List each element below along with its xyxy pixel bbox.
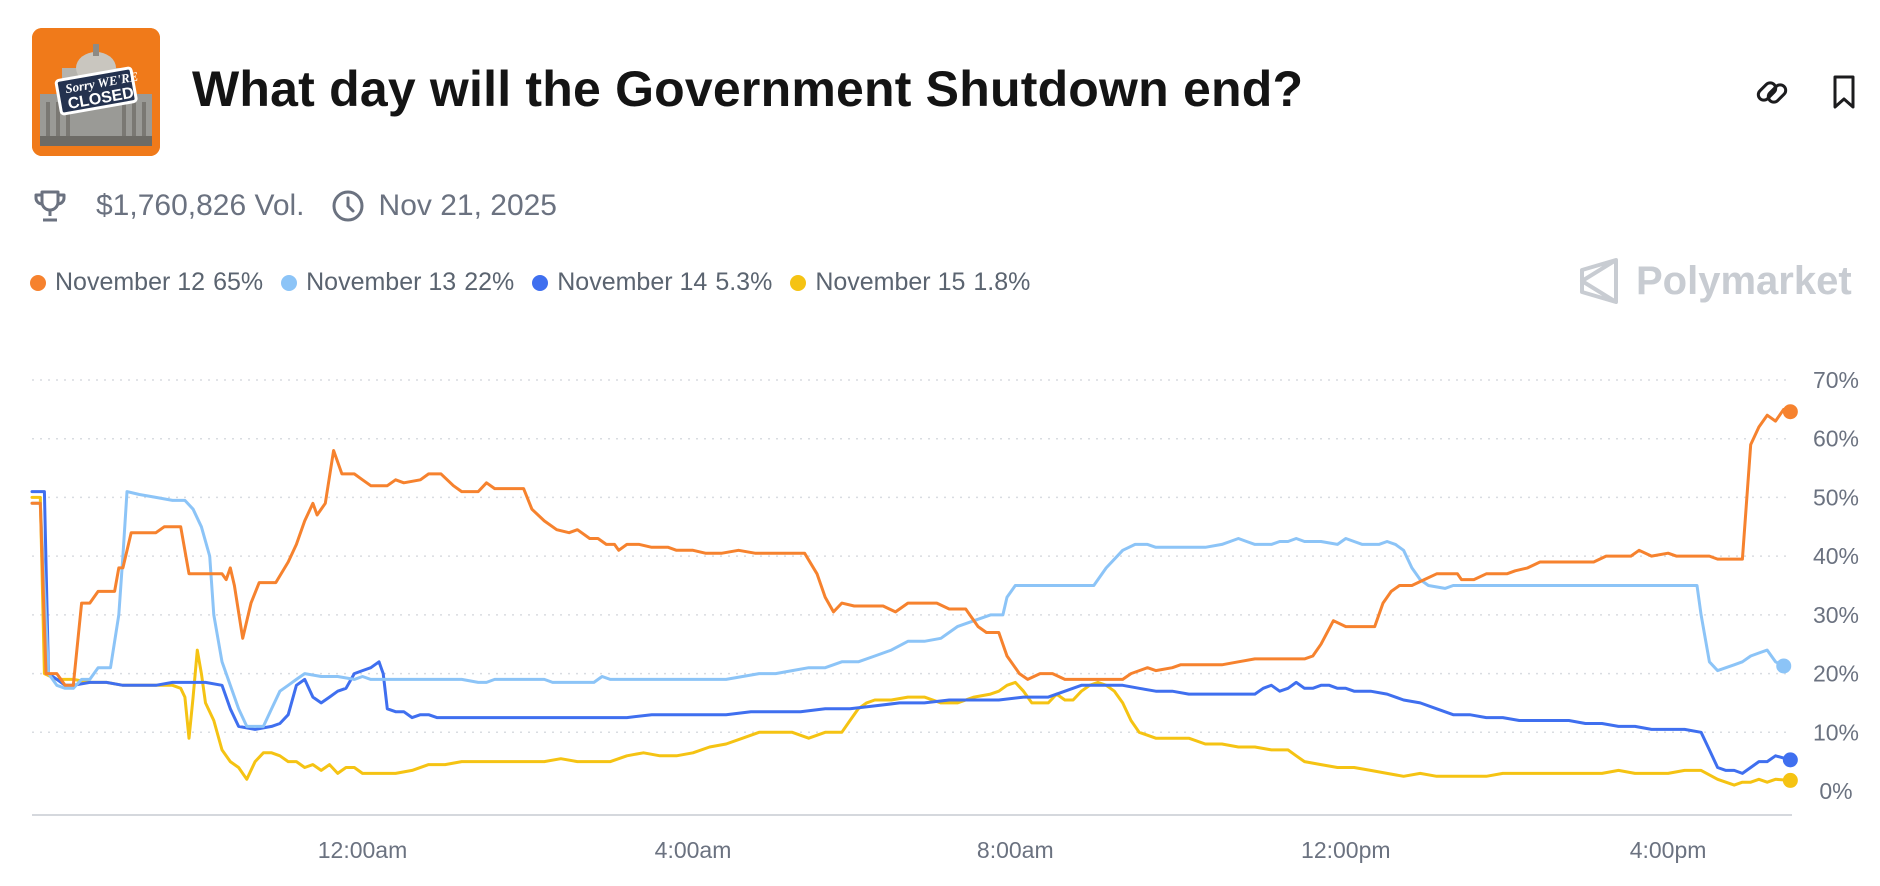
y-tick-label: 70% [1813,367,1859,393]
y-tick-label: 10% [1813,719,1859,745]
end-date-text: Nov 21, 2025 [378,189,557,222]
series-endpoint-november-13 [1776,658,1792,674]
y-tick-label: 20% [1813,661,1859,687]
x-axis-ticks: 12:00am 4:00am 8:00am 12:00pm 4:00pm [318,837,1707,863]
legend-dot [281,274,298,291]
y-tick-label: 50% [1813,484,1859,510]
copy-link-button[interactable] [1752,72,1792,112]
y-tick-label: 0% [1819,778,1852,804]
series-endpoint-november-14 [1782,752,1798,768]
x-tick-label: 12:00am [318,837,408,863]
legend-label: November 14 [557,268,708,296]
market-title: What day will the Government Shutdown en… [192,61,1304,117]
legend-item-nov13[interactable]: November 13 22% [281,268,514,297]
capitol-building-icon: Sorry WE'RE CLOSED [32,28,160,156]
series-line-november-12 [30,407,1792,687]
legend-item-nov14[interactable]: November 14 5.3% [532,268,772,297]
legend-value: 65% [213,268,264,296]
x-tick-label: 12:00pm [1301,837,1391,863]
volume-text: $1,760,826 Vol. [96,189,305,222]
bookmark-button[interactable] [1824,72,1864,112]
legend-dot [532,274,549,291]
y-tick-label: 30% [1813,602,1859,628]
series-line-november-15 [30,495,1792,787]
polymarket-logo-icon [1580,258,1618,304]
chart-legend: November 12 65% November 13 22% November… [30,268,1048,297]
market-thumbnail: Sorry WE'RE CLOSED [32,28,160,156]
y-tick-label: 40% [1813,543,1859,569]
legend-item-nov12[interactable]: November 12 65% [30,268,263,297]
series-endpoint-november-15 [1782,772,1798,788]
bookmark-icon [1833,75,1855,109]
legend-dot [30,274,46,291]
legend-value: 22% [464,268,515,296]
x-tick-label: 8:00am [977,837,1054,863]
y-tick-label: 60% [1813,426,1859,452]
trophy-icon [34,190,66,222]
x-tick-label: 4:00am [655,837,732,863]
chart-grid [32,379,1792,816]
brand-name: Polymarket [1636,258,1852,303]
legend-value: 1.8% [973,268,1031,296]
market-meta: $1,760,826 Vol. Nov 21, 2025 [32,188,557,224]
link-icon [1756,81,1788,104]
legend-label: November 12 [55,268,206,296]
series-line-november-14 [30,490,1792,775]
clock-icon [332,190,364,222]
y-axis-ticks: 0% 10% 20% 30% 40% 50% 60% 70% [1813,367,1859,804]
chart-series [30,404,1798,788]
x-tick-label: 4:00pm [1630,837,1707,863]
series-endpoint-november-12 [1782,404,1798,420]
legend-item-nov15[interactable]: November 15 1.8% [790,268,1030,297]
legend-dot [790,274,807,291]
legend-value: 5.3% [715,268,773,296]
polymarket-watermark: Polymarket [1576,256,1852,306]
price-history-chart: 0% 10% 20% 30% 40% 50% 60% 70% 12:00am 4:00am 8:0… [30,367,1859,863]
legend-label: November 13 [306,268,457,296]
legend-label: November 15 [815,268,966,296]
